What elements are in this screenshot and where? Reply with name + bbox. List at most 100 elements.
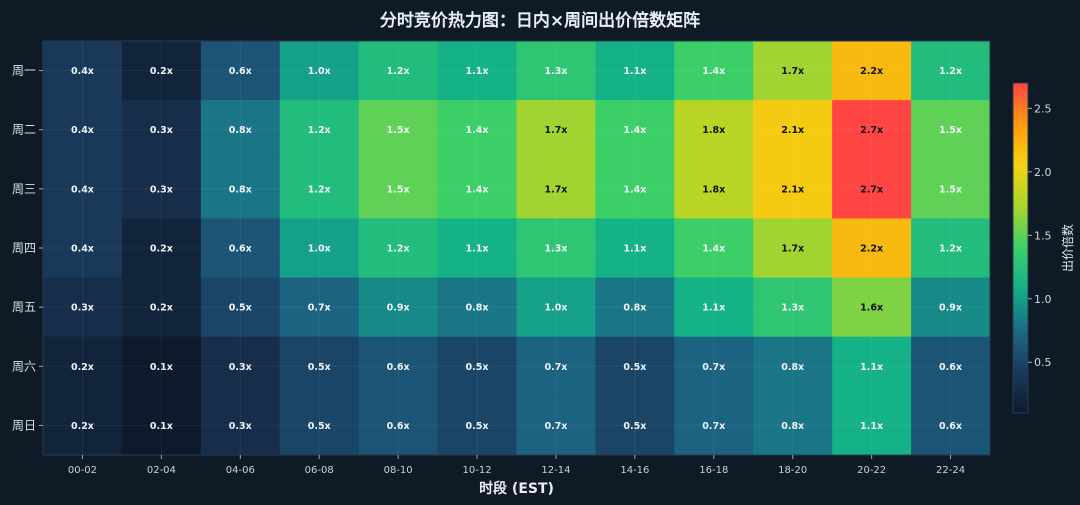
cell-label: 2.1x (781, 125, 804, 136)
heatmap-cell (200, 41, 281, 101)
cell-label: 1.1x (623, 66, 646, 77)
cell-label: 1.4x (623, 125, 646, 136)
chart-title: 分时竞价热力图：日内×周间出价倍数矩阵 (379, 11, 701, 31)
heatmap-cell (674, 395, 754, 456)
heatmap-cell (279, 395, 360, 456)
cell-label: 0.8x (781, 362, 804, 373)
cell-label: 0.8x (229, 184, 252, 195)
heatmap-cell (200, 336, 281, 397)
cell-label: 1.3x (781, 303, 804, 314)
cell-label: 0.9x (387, 303, 410, 314)
cell-label: 1.0x (308, 244, 331, 255)
heatmap-cell (516, 218, 596, 279)
heatmap-cell (674, 41, 754, 101)
x-tick-label: 16-18 (699, 465, 728, 476)
heatmap-cell (911, 395, 991, 456)
heatmap-cell (911, 41, 991, 101)
cell-label: 0.7x (544, 362, 567, 373)
cell-label: 1.3x (544, 244, 567, 255)
y-tick-label: 周日 (12, 418, 36, 432)
heatmap-cell (358, 100, 439, 160)
heatmap-cell (121, 41, 202, 101)
heatmap-cell (200, 100, 281, 160)
cell-label: 0.4x (71, 184, 94, 195)
heatmap-cell (516, 41, 596, 101)
cell-label: 1.5x (939, 125, 962, 136)
cell-label: 2.7x (860, 184, 883, 195)
cell-label: 2.1x (781, 184, 804, 195)
cell-label: 0.3x (229, 362, 252, 373)
cell-label: 0.3x (71, 303, 94, 314)
cell-label: 0.4x (71, 125, 94, 136)
heatmap-cell (121, 100, 202, 160)
cell-label: 0.5x (623, 362, 646, 373)
heatmap-cell (753, 100, 833, 160)
cell-label: 0.2x (71, 421, 94, 432)
cell-label: 1.8x (702, 125, 725, 136)
colorbar-tick-label: 1.0 (1034, 293, 1052, 306)
cell-label: 2.7x (860, 125, 883, 136)
heatmap-cell (753, 41, 833, 101)
colorbar-tick-label: 2.0 (1034, 166, 1052, 179)
cell-label: 1.2x (387, 66, 410, 77)
cell-label: 0.8x (466, 303, 489, 314)
heatmap-cell (279, 277, 360, 338)
cell-label: 1.7x (544, 125, 567, 136)
cell-label: 0.9x (939, 303, 962, 314)
y-tick-label: 周五 (12, 300, 36, 314)
heatmap-cell (43, 41, 123, 101)
cell-label: 1.1x (466, 244, 489, 255)
x-tick-label: 06-08 (305, 465, 334, 476)
cell-label: 1.1x (623, 244, 646, 255)
y-tick-label: 周三 (12, 182, 36, 196)
cell-label: 1.0x (308, 66, 331, 77)
heatmap-cell (516, 277, 596, 338)
heatmap-cell (200, 218, 281, 279)
cell-label: 2.2x (860, 66, 883, 77)
colorbar-tick-label: 1.5 (1034, 229, 1052, 242)
cell-label: 1.2x (939, 244, 962, 255)
heatmap-cell (674, 218, 754, 279)
heatmap-cell (43, 159, 123, 219)
cell-label: 0.6x (229, 66, 252, 77)
heatmap-cell (516, 100, 596, 160)
cell-label: 0.6x (939, 421, 962, 432)
heatmap-cell (279, 336, 360, 397)
heatmap-cell (43, 336, 123, 397)
cell-label: 1.7x (781, 244, 804, 255)
x-tick-label: 20-22 (857, 465, 886, 476)
y-tick-label: 周二 (12, 123, 36, 137)
cell-label: 1.1x (860, 362, 883, 373)
y-tick-label: 周四 (12, 241, 36, 255)
heatmap-cell (753, 277, 833, 338)
cell-label: 1.1x (860, 421, 883, 432)
cell-label: 0.7x (702, 362, 725, 373)
heatmap-cell (516, 336, 596, 397)
x-axis-label: 时段 (EST) (479, 481, 554, 497)
cell-label: 1.5x (387, 184, 410, 195)
cell-label: 0.3x (150, 125, 173, 136)
heatmap-cell (674, 100, 754, 160)
x-tick-label: 08-10 (384, 465, 413, 476)
cell-label: 0.8x (623, 303, 646, 314)
heatmap-cell (753, 218, 833, 279)
heatmap-cell (279, 100, 360, 160)
heatmap-cell (595, 336, 675, 397)
cell-label: 0.6x (939, 362, 962, 373)
heatmap-cell (674, 159, 754, 219)
heatmap-cell (911, 277, 991, 338)
cell-label: 1.6x (860, 303, 883, 314)
cell-label: 0.4x (71, 244, 94, 255)
heatmap-cell (121, 395, 202, 456)
heatmap-cell (200, 395, 281, 456)
cell-label: 0.8x (781, 421, 804, 432)
heatmap-cell (674, 277, 754, 338)
cell-label: 1.2x (939, 66, 962, 77)
heatmap-cell (437, 395, 517, 456)
cell-label: 0.1x (150, 362, 173, 373)
x-tick-label: 14-16 (620, 465, 649, 476)
heatmap-cell (911, 336, 991, 397)
heatmap-cell (437, 100, 517, 160)
cell-label: 0.2x (150, 66, 173, 77)
cell-label: 1.3x (544, 66, 567, 77)
